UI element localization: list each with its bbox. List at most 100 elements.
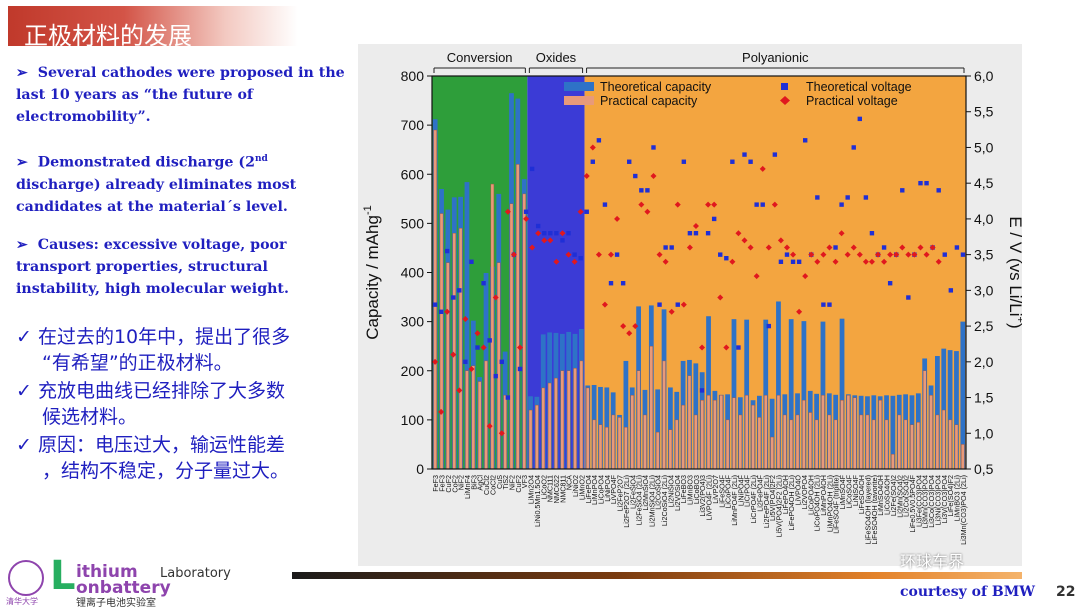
theoretical-capacity-bar — [763, 319, 769, 469]
practical-capacity-bar — [719, 395, 723, 470]
seal-text: 清华大学 — [6, 597, 38, 606]
theoretical-voltage-point — [718, 252, 723, 257]
x-tick-label: VF3 — [520, 475, 529, 488]
practical-capacity-bar — [446, 262, 450, 470]
x-tick-label: LiMnPO4OH (2Li) — [825, 475, 834, 532]
bullet-en-2-sup: nd — [254, 154, 268, 164]
practical-capacity-bar — [783, 414, 787, 470]
practical-voltage-point — [753, 273, 760, 280]
theoretical-voltage-point — [772, 152, 778, 157]
theoretical-voltage-point — [438, 309, 444, 314]
y2-tick-label: 3,0 — [974, 282, 994, 298]
bullet-en-1: ➢ Several cathodes were proposed in the … — [16, 62, 346, 128]
theoretical-capacity-bar — [668, 387, 673, 469]
legend-swatch — [780, 96, 790, 105]
practical-capacity-bar — [668, 429, 673, 470]
theoretical-voltage-point — [529, 166, 535, 172]
theoretical-voltage-point — [821, 302, 826, 307]
theoretical-voltage-point — [602, 202, 608, 207]
practical-capacity-bar — [433, 129, 437, 470]
x-tick-label: TiS2 — [501, 475, 510, 490]
practical-voltage-point — [462, 315, 469, 322]
practical-voltage-point — [735, 230, 742, 237]
theoretical-capacity-bar — [947, 350, 953, 469]
theoretical-voltage-point — [742, 152, 747, 157]
x-tick-label: LiFePO4OH (2Li) — [787, 475, 796, 531]
practical-voltage-point — [523, 215, 530, 222]
logo-line1: ithium — [76, 562, 138, 582]
theoretical-capacity-bar — [941, 348, 947, 469]
practical-voltage-point — [438, 408, 445, 415]
theoretical-voltage-point — [924, 180, 929, 186]
x-tick-label: LiFe(SO4)F2 — [946, 475, 955, 517]
practical-capacity-bar — [630, 395, 634, 470]
practical-capacity-bar — [713, 400, 717, 470]
practical-capacity-bar — [694, 414, 698, 470]
theoretical-voltage-point — [906, 295, 911, 300]
practical-capacity-bar — [662, 360, 666, 470]
legend-label: Practical capacity — [600, 94, 698, 108]
practical-voltage-point — [614, 215, 621, 222]
practical-capacity-bar — [878, 400, 882, 470]
x-tick-label: LiCoPO4 — [596, 475, 605, 504]
theoretical-voltage-point — [620, 281, 626, 286]
x-tick-label: LiVP2O7 — [711, 475, 720, 504]
practical-capacity-bar — [910, 424, 914, 470]
practical-capacity-bar — [738, 414, 743, 470]
y2-tick-label: 2,5 — [974, 318, 994, 334]
practical-capacity-bar — [872, 419, 876, 470]
practical-voltage-point — [875, 251, 882, 258]
theoretical-capacity-bar — [935, 356, 940, 469]
practical-capacity-bar — [840, 400, 844, 470]
y-axis-label: Capacity / mAhg-1 — [362, 205, 382, 340]
practical-capacity-bar — [884, 419, 889, 470]
practical-voltage-point — [595, 251, 602, 258]
theoretical-voltage-point — [839, 202, 844, 207]
practical-capacity-bar — [795, 414, 800, 470]
theoretical-voltage-point — [760, 202, 765, 207]
practical-capacity-bar — [935, 414, 940, 470]
x-tick-label: Li5V(PO4)2F2 — [768, 475, 777, 521]
theoretical-voltage-point — [548, 231, 553, 236]
practical-voltage-point — [832, 258, 839, 265]
x-tick-label: LiCoPO4F — [724, 474, 733, 508]
footer-bar — [292, 572, 1022, 579]
practical-capacity-bar — [566, 370, 571, 470]
theoretical-voltage-point — [699, 388, 705, 393]
practical-voltage-point — [553, 258, 560, 265]
theoretical-capacity-bar — [655, 389, 661, 469]
x-tick-label: LiNiPO4F — [736, 474, 745, 506]
practical-capacity-bar — [865, 414, 870, 470]
theoretical-voltage-point — [487, 338, 492, 343]
x-tick-label: LiMnPO4 — [590, 475, 599, 505]
practical-voltage-point — [571, 258, 578, 265]
bullet-cn-3-line2: ，结构不稳定，分子量过大。 — [42, 460, 290, 482]
legend-label: Practical voltage — [806, 94, 898, 108]
y2-tick-label: 0,5 — [974, 461, 994, 477]
x-tick-label: LiCoO2 — [539, 475, 548, 499]
x-tick-label: LiCoPO4OH (2Li) — [813, 475, 822, 531]
practical-capacity-bar — [916, 422, 921, 470]
theoretical-voltage-point — [554, 231, 559, 236]
practical-voltage-point — [814, 258, 821, 265]
x-tick-label: LiCoSO4OH — [883, 475, 892, 515]
theoretical-voltage-point — [590, 159, 596, 164]
theoretical-capacity-bar — [744, 319, 750, 469]
practical-voltage-point — [529, 244, 536, 251]
x-tick-label: CuF2 — [444, 475, 453, 493]
theoretical-voltage-point — [936, 188, 941, 193]
x-tick-label: CuS — [495, 475, 504, 489]
x-tick-label: Li2VOPO4 — [800, 475, 809, 509]
practical-capacity-bar — [675, 419, 679, 470]
theoretical-voltage-point — [960, 252, 966, 257]
theoretical-capacity-bar — [623, 360, 629, 469]
practical-capacity-bar — [528, 409, 533, 470]
theoretical-voltage-point — [463, 359, 468, 365]
title-bar: 正极材料的发展 — [8, 6, 298, 50]
theoretical-voltage-point — [900, 188, 905, 193]
y2-tick-label: 1,0 — [974, 425, 994, 441]
group-label-conversion: Conversion — [447, 50, 513, 65]
practical-capacity-bar — [516, 164, 520, 470]
x-tick-label: NCA — [565, 475, 574, 490]
x-tick-label: CoF2 — [450, 475, 459, 493]
